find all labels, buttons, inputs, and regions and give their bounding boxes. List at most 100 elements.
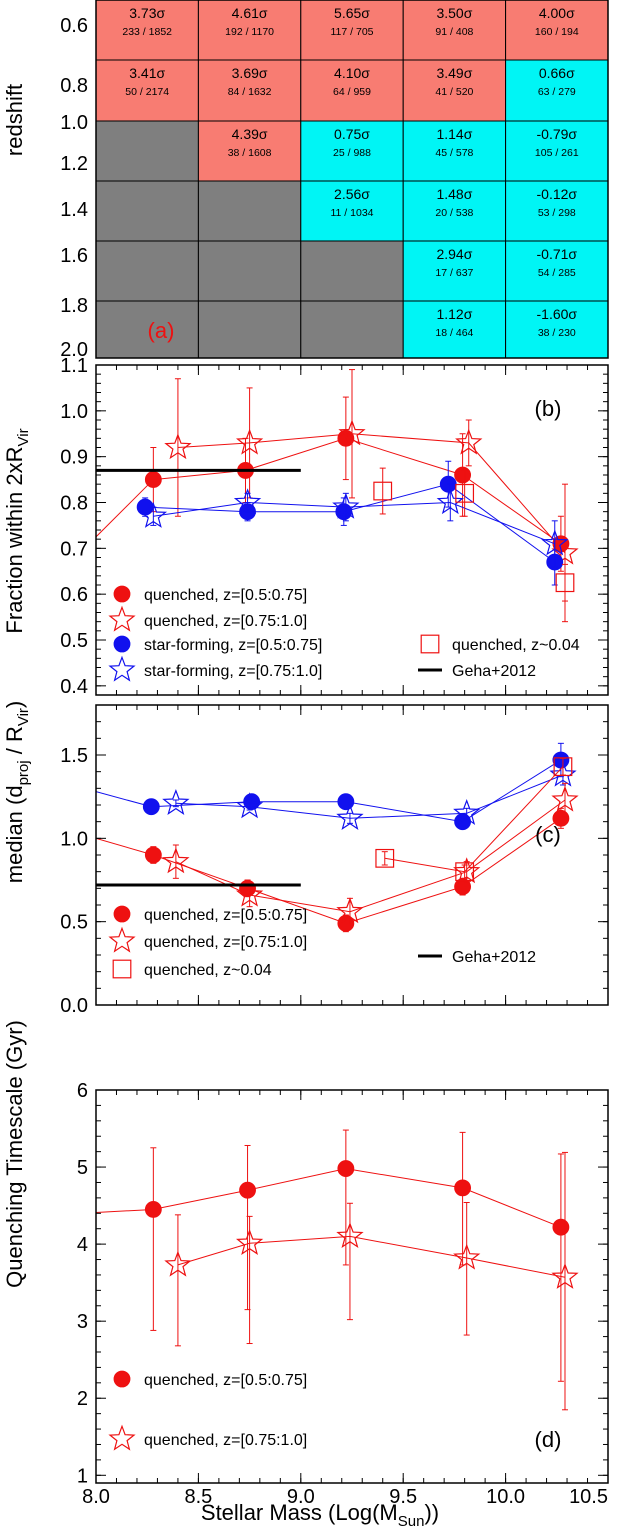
cell-sigma: 3.49σ <box>436 65 472 81</box>
panel-a-frame <box>95 0 609 359</box>
cell-counts: 50 / 2174 <box>125 86 169 98</box>
cell-counts: 20 / 538 <box>435 207 473 219</box>
data-point <box>144 1201 162 1218</box>
data-point <box>164 1250 192 1277</box>
legend-label: star-forming, z=[0.75:1.0] <box>144 663 322 680</box>
panel-a-ytick-label: 2.0 <box>60 339 88 361</box>
heatmap-cell <box>95 240 199 302</box>
xtick-label: 8.5 <box>184 1486 212 1508</box>
legend-label: quenched, z=[0.5:0.75] <box>144 587 307 604</box>
data-point <box>453 1243 481 1270</box>
series-star-open <box>162 782 579 926</box>
legend-label: quenched, z=[0.75:1.0] <box>144 1432 307 1449</box>
series-line <box>175 774 564 819</box>
data-point <box>455 483 475 503</box>
plot-area <box>96 742 579 933</box>
cell-sigma: -0.12σ <box>537 186 578 202</box>
cell-sigma: -0.71σ <box>537 246 578 262</box>
data-point <box>551 785 579 812</box>
x-axis-label: Stellar Mass (Log(MSun)) <box>201 1500 439 1529</box>
heatmap-cell <box>505 300 609 359</box>
data-point <box>375 848 395 868</box>
heatmap-cell <box>95 180 199 242</box>
data-point <box>541 529 569 556</box>
cell-sigma: 0.75σ <box>334 126 370 142</box>
panel-c-tag: (c) <box>535 822 561 847</box>
data-point <box>436 488 464 515</box>
cell-counts: 105 / 261 <box>535 147 579 159</box>
heatmap-cell <box>197 180 302 242</box>
cell-counts: 38 / 1608 <box>228 147 272 159</box>
ytick-label: 0.7 <box>60 538 88 560</box>
ytick-label: 1.0 <box>60 401 88 423</box>
cell-sigma: 1.14σ <box>436 126 472 142</box>
panel-a-ylabel: redshift <box>2 84 27 156</box>
heatmap-cell <box>95 120 199 182</box>
data-point <box>551 1262 579 1289</box>
panel-a-ytick-label: 1.4 <box>60 199 88 221</box>
ytick-label: 5 <box>77 1157 88 1179</box>
series-line <box>384 766 564 873</box>
legend-marker <box>108 1424 136 1451</box>
ytick-label: 1.1 <box>60 355 88 377</box>
legend-marker <box>113 585 131 603</box>
panel-a-ytick-label: 1.6 <box>60 245 88 267</box>
cell-counts: 233 / 1852 <box>122 26 172 38</box>
data-point <box>164 433 192 460</box>
heatmap-cell <box>505 0 609 61</box>
cell-sigma: 3.50σ <box>436 5 472 21</box>
heatmap-cell <box>197 59 302 122</box>
ytick-label: 1.0 <box>60 828 88 850</box>
data-point <box>454 466 472 484</box>
heatmap-cell <box>402 120 507 182</box>
legend-marker <box>113 635 131 653</box>
data-point <box>162 789 190 816</box>
series-circle-filled <box>96 742 570 831</box>
xtick-label: 10.0 <box>486 1486 525 1508</box>
ytick-label: 0.8 <box>60 493 88 515</box>
data-point <box>454 1179 472 1197</box>
panel-a-ytick-label: 1.8 <box>60 295 88 317</box>
data-point <box>162 847 190 874</box>
data-point <box>336 804 364 831</box>
legend-marker <box>113 1370 131 1388</box>
series-circle-filled <box>136 460 564 586</box>
ytick-label: 2 <box>77 1388 88 1410</box>
series-star-open <box>164 1151 579 1411</box>
cell-sigma: 5.65σ <box>334 5 370 21</box>
xtick-label: 8.0 <box>82 1486 110 1508</box>
legend-marker <box>113 905 131 923</box>
ytick-label: 4 <box>77 1234 88 1256</box>
panel-a-ytick-label: 0.6 <box>60 15 88 37</box>
cell-sigma: 1.48σ <box>436 186 472 202</box>
series-line-extension <box>96 837 154 856</box>
series-line-extension <box>96 479 154 538</box>
cell-counts: 64 / 959 <box>333 86 371 98</box>
data-point <box>553 757 573 777</box>
heatmap-cell <box>197 240 302 302</box>
cell-counts: 192 / 1170 <box>225 26 274 38</box>
heatmap-cell <box>402 180 507 242</box>
series-line-extension <box>96 791 152 808</box>
cell-sigma: 2.94σ <box>436 246 472 262</box>
legend-label: quenched, z=[0.5:0.75] <box>144 907 307 924</box>
series-square-open <box>373 467 575 602</box>
xtick-label: 9.0 <box>287 1486 315 1508</box>
data-point <box>453 857 481 884</box>
ytick-label: 1 <box>77 1465 88 1487</box>
data-point <box>235 792 264 819</box>
heatmap-cell <box>197 0 302 61</box>
legend-marker <box>420 634 440 654</box>
series-star-open <box>164 369 579 623</box>
heatmap-cell <box>505 240 609 302</box>
cell-sigma: 2.56σ <box>334 186 370 202</box>
panel-d-tag: (d) <box>535 1427 562 1452</box>
panel-c-ylabel: median (dproj / RVir) <box>2 701 32 883</box>
data-point <box>552 751 570 769</box>
ytick-label: 1.5 <box>60 745 88 767</box>
series-line-extension <box>96 1208 154 1214</box>
legend-label: Geha+2012 <box>452 949 536 966</box>
data-point <box>332 492 360 519</box>
heatmap-cell <box>505 120 609 182</box>
